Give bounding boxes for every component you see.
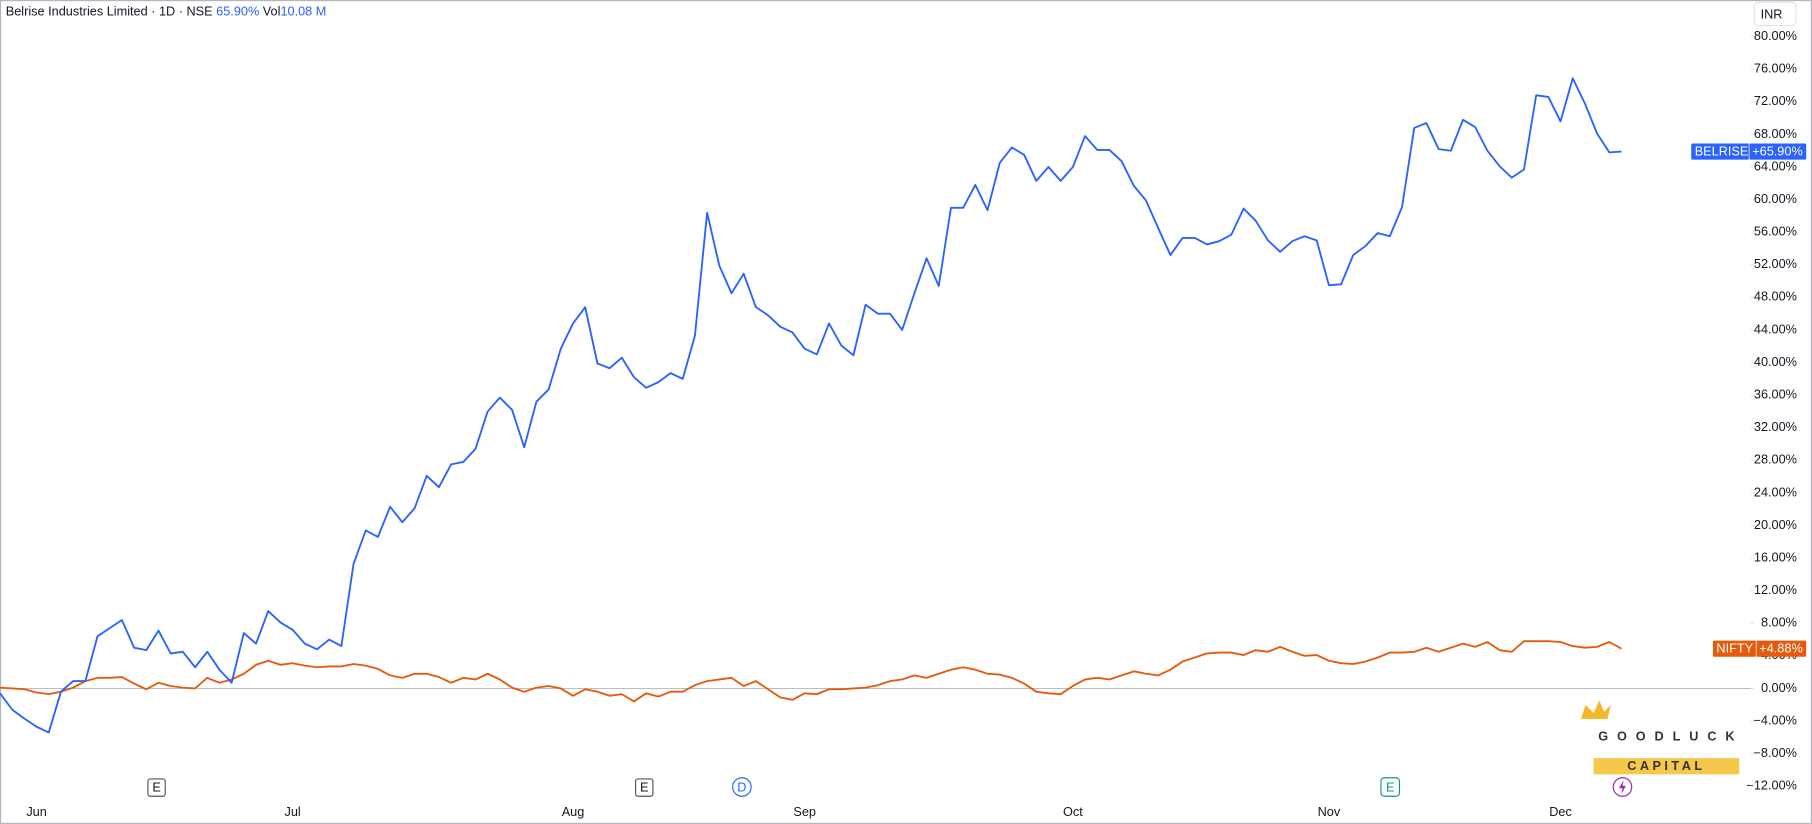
y-tick-label: 68.00% [1754, 126, 1797, 141]
series-line [0, 640, 1622, 703]
y-tick-label: 36.00% [1754, 387, 1797, 402]
event-label[interactable]: D [737, 780, 746, 795]
x-tick-label: Jul [284, 804, 300, 819]
x-tick-label: Nov [1318, 804, 1341, 819]
value-label: +65.90% [1752, 143, 1803, 158]
y-tick-label: 12.00% [1754, 582, 1797, 597]
y-tick-label: 72.00% [1754, 93, 1797, 108]
badge-name-bg [1712, 640, 1757, 657]
vol: 10.08 M [280, 4, 326, 19]
event-circle[interactable] [732, 777, 752, 797]
y-tick-label: 0.00% [1761, 680, 1797, 695]
badge-value-bg [1756, 640, 1807, 657]
y-tick-label: 40.00% [1754, 354, 1797, 369]
y-tick-label: −4.00% [1754, 712, 1797, 727]
event-label[interactable]: E [1386, 780, 1394, 795]
chart-title: Belrise Industries Limited · 1D · NSE 65… [6, 4, 327, 19]
y-tick-label: 52.00% [1754, 256, 1797, 271]
y-tick-label: 24.00% [1754, 484, 1797, 499]
legend-label: BELRISE [1695, 143, 1749, 158]
badge-value-bg [1749, 143, 1807, 160]
crown [1580, 700, 1611, 719]
y-tick-label: 20.00% [1754, 517, 1797, 532]
plot: 80.00% 76.00% 72.00% 68.00% 64.00% 60.00% 56.0… [0, 28, 1807, 819]
y-tick-label: 28.00% [1754, 452, 1797, 467]
y-tick-label: 64.00% [1754, 158, 1797, 173]
value-label: +4.88% [1759, 641, 1802, 656]
y-tick-label: 8.00% [1761, 615, 1797, 630]
x-tick-label: Jun [26, 804, 46, 819]
event-label[interactable]: E [640, 780, 648, 795]
x-tick-label: Sep [793, 804, 816, 819]
event-label[interactable]: E [152, 780, 160, 795]
change: 65.90% [216, 4, 259, 19]
y-tick-label: −12.00% [1746, 778, 1797, 793]
y-tick-label: 16.00% [1754, 549, 1797, 564]
legend-label: NIFTY [1716, 641, 1753, 656]
vol-label: Vol [263, 4, 281, 19]
event-box[interactable] [147, 778, 166, 797]
y-tick-label: 60.00% [1754, 191, 1797, 206]
last-value-badge: BELRISE +65.90% [1691, 143, 1807, 160]
currency-button[interactable] [1753, 1, 1797, 27]
badge-name-bg [1691, 143, 1750, 160]
currency[interactable]: INR [1761, 6, 1783, 21]
y-tick-label: 48.00% [1754, 289, 1797, 304]
x-tick-label: Aug [562, 804, 585, 819]
x-tick-label: Dec [1549, 804, 1572, 819]
last-value-badge: NIFTY +4.88% [1712, 640, 1807, 657]
event-box[interactable] [1380, 777, 1401, 797]
event-markers: E E D E [147, 777, 1633, 797]
series-line [0, 77, 1622, 734]
y-tick-label: 80.00% [1754, 28, 1797, 43]
x-tick-label: Oct [1063, 804, 1083, 819]
y-tick-label: 76.00% [1754, 61, 1797, 76]
logo-tagline: CAPITAL [1627, 758, 1705, 773]
event-box[interactable] [635, 778, 654, 797]
y-tick-label: 32.00% [1754, 419, 1797, 434]
y-tick-label: 44.00% [1754, 321, 1797, 336]
y-tick-label: 56.00% [1754, 224, 1797, 239]
symbol: Belrise Industries Limited · 1D · NSE [6, 4, 213, 19]
lightning-icon [1619, 780, 1626, 794]
y-tick-label: −8.00% [1754, 745, 1797, 760]
logo-band [1593, 758, 1740, 775]
